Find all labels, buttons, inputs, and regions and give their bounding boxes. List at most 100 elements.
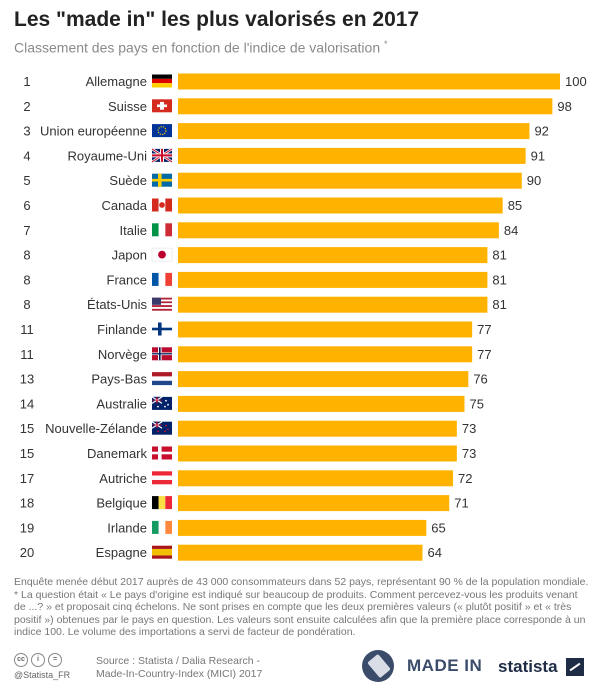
chart-title: Les "made in" les plus valorisés en 2017	[14, 8, 420, 31]
method-note: * La question était « Le pays d'origine …	[14, 588, 586, 639]
bar	[178, 197, 503, 214]
source-line-2: Made-In-Country-Index (MICI) 2017	[96, 668, 263, 680]
rank-label: 18	[20, 496, 34, 511]
bar	[178, 147, 526, 164]
statista-logo-icon[interactable]	[566, 658, 584, 676]
at-flag-icon	[152, 471, 172, 485]
statista-logo[interactable]: statista	[498, 657, 558, 676]
value-label: 90	[527, 173, 541, 188]
value-label: 91	[531, 148, 545, 163]
us-flag-icon	[152, 297, 172, 311]
rank-label: 6	[23, 198, 30, 213]
subtitle-text: Classement des pays en fonction de l'ind…	[14, 39, 381, 56]
value-label: 77	[477, 347, 491, 362]
country-label: Union européenne	[40, 124, 147, 139]
nz-flag-icon	[151, 421, 172, 435]
rank-label: 19	[20, 520, 34, 535]
fi-flag-icon	[152, 322, 172, 336]
country-label: Finlande	[97, 322, 147, 337]
rank-label: 8	[23, 248, 30, 263]
country-label: Irlande	[107, 520, 147, 535]
bar	[178, 395, 465, 412]
eu-flag-icon	[152, 124, 172, 138]
au-flag-icon	[151, 396, 172, 410]
bar	[178, 296, 488, 313]
es-flag-icon	[152, 545, 172, 559]
bar	[178, 321, 473, 338]
country-label: Suède	[109, 173, 147, 188]
ca-flag-icon	[152, 198, 172, 212]
no-derivatives-icon: =	[48, 653, 62, 667]
bar	[178, 222, 499, 239]
be-flag-icon	[152, 496, 172, 510]
bar-chart: 1 Allemagne 100 2 Suisse 98 3 Union européenne 9…	[20, 73, 587, 561]
se-flag-icon	[152, 173, 172, 187]
made-in-logo-text: MADE IN	[407, 656, 483, 675]
uk-flag-icon	[151, 147, 173, 163]
country-label: Allemagne	[86, 74, 147, 89]
rank-label: 17	[20, 471, 34, 486]
value-label: 71	[454, 496, 468, 511]
bar	[178, 544, 423, 561]
dk-flag-icon	[152, 446, 172, 460]
country-label: Royaume-Uni	[68, 148, 148, 163]
bar	[178, 73, 560, 90]
rank-label: 20	[20, 545, 34, 560]
rank-label: 13	[20, 372, 34, 387]
country-label: Autriche	[99, 471, 147, 486]
country-label: Espagne	[96, 545, 147, 560]
value-label: 76	[473, 372, 487, 387]
rank-label: 3	[23, 124, 30, 139]
country-label: Japon	[112, 248, 147, 263]
subtitle-footnote-mark: *	[384, 39, 388, 49]
nl-flag-icon	[152, 372, 172, 386]
ch-flag-icon	[152, 99, 172, 113]
country-label: France	[107, 272, 147, 287]
rank-label: 11	[20, 322, 34, 337]
no-flag-icon	[152, 347, 172, 361]
country-label: Nouvelle-Zélande	[45, 421, 147, 436]
bar	[178, 420, 457, 437]
bar	[178, 247, 488, 264]
attribution-icon: i	[31, 653, 45, 667]
rank-label: 1	[23, 74, 30, 89]
bar	[178, 98, 553, 115]
rank-label: 7	[23, 223, 30, 238]
bar	[178, 346, 473, 363]
value-label: 81	[492, 297, 506, 312]
value-label: 75	[470, 396, 484, 411]
de-flag-icon	[152, 74, 172, 88]
fr-flag-icon	[152, 272, 172, 286]
bar	[178, 123, 530, 140]
rank-label: 8	[23, 297, 30, 312]
bar	[178, 172, 522, 189]
rank-label: 5	[23, 173, 30, 188]
country-label: Canada	[101, 198, 147, 213]
it-flag-icon	[152, 223, 172, 237]
chart-subtitle: Classement des pays en fonction de l'ind…	[14, 39, 388, 56]
value-label: 85	[508, 198, 522, 213]
country-label: Pays-Bas	[91, 372, 147, 387]
bar	[178, 519, 427, 536]
value-label: 100	[565, 74, 587, 89]
rank-label: 15	[20, 421, 34, 436]
country-label: États-Unis	[87, 297, 147, 312]
rank-label: 8	[23, 272, 30, 287]
value-label: 77	[477, 322, 491, 337]
country-label: Australie	[96, 396, 147, 411]
value-label: 84	[504, 223, 518, 238]
source-text: Source : Statista / Dalia Research - Mad…	[96, 655, 286, 681]
value-label: 98	[557, 99, 571, 114]
bar	[178, 271, 488, 288]
country-label: Suisse	[108, 99, 147, 114]
value-label: 65	[431, 520, 445, 535]
survey-note: Enquête menée début 2017 auprès de 43 00…	[14, 576, 589, 588]
value-label: 73	[462, 421, 476, 436]
rank-label: 4	[23, 148, 30, 163]
value-label: 73	[462, 446, 476, 461]
value-label: 81	[492, 272, 506, 287]
value-label: 81	[492, 248, 506, 263]
bar	[178, 445, 457, 462]
jp-flag-icon	[151, 247, 173, 262]
license-icons: cc i =	[14, 653, 62, 667]
